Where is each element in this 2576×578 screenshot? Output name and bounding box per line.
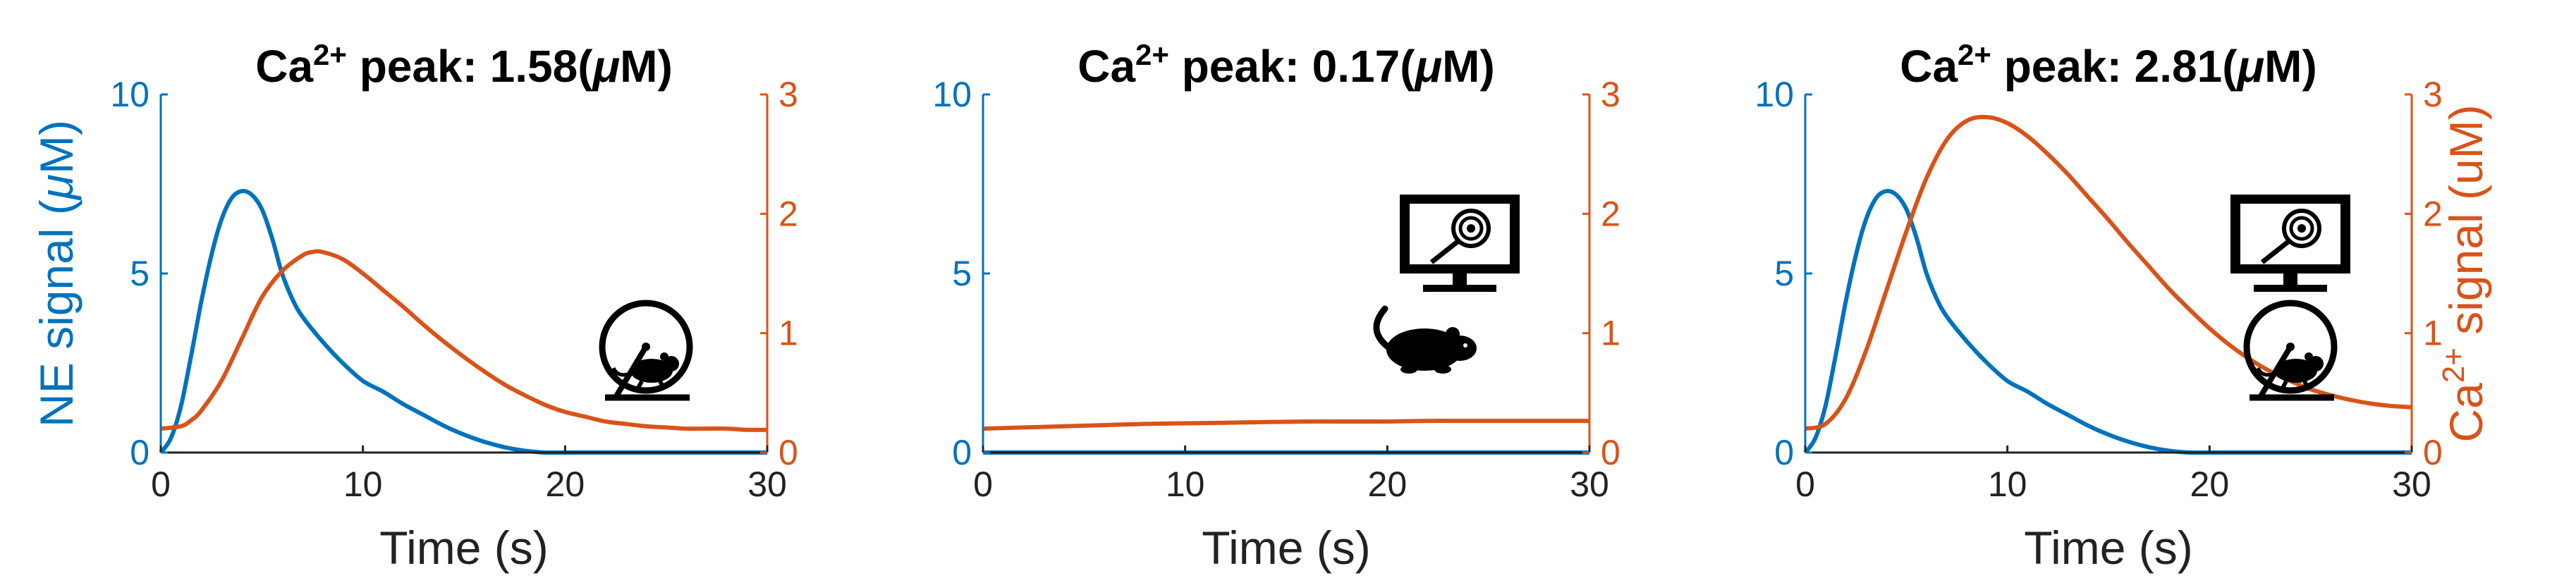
right-tick-label: 1: [1601, 314, 1620, 353]
running-wheel-mouse-icon: [602, 303, 690, 398]
ca-signal-line: [982, 419, 1589, 431]
right-tick-label: 0: [779, 433, 798, 472]
left-tick-label: 10: [932, 75, 972, 114]
left-tick-label: 10: [1754, 75, 1794, 114]
left-tick-label: 5: [130, 254, 149, 293]
right-tick-label: 2: [1601, 194, 1620, 233]
curve-layer: [982, 419, 1589, 455]
right-tick-label: 1: [2423, 314, 2443, 353]
x-tick-label: 20: [546, 465, 585, 504]
right-tick-label: 1: [779, 314, 798, 353]
x-tick-label: 30: [1570, 465, 1609, 504]
resting-mouse-icon: [1376, 309, 1477, 374]
left-tick-label: 5: [952, 254, 972, 293]
visual-stimulus-monitor-icon: [1400, 195, 1520, 292]
right-axis-label: Ca2+ signal (uM): [2436, 104, 2492, 442]
x-tick-label: 20: [2190, 465, 2230, 504]
left-tick-label: 0: [130, 433, 149, 472]
panel-title: Ca2+ peak: 0.17(μM): [1078, 38, 1495, 92]
x-tick-label: 0: [151, 465, 171, 504]
right-tick-label: 2: [779, 194, 798, 233]
running-wheel-mouse-icon: [2247, 303, 2334, 398]
right-tick-label: 3: [1601, 75, 1620, 114]
x-tick-label: 0: [1795, 465, 1815, 504]
x-tick-label: 30: [2392, 465, 2431, 504]
x-tick-label: 10: [343, 465, 383, 504]
right-tick-label: 0: [1601, 433, 1620, 472]
right-tick-label: 2: [2423, 194, 2443, 233]
left-axis-label: NE signal (μM): [30, 120, 83, 427]
curve-layer: [159, 188, 768, 455]
left-tick-label: 0: [1774, 433, 1794, 472]
x-tick-label: 20: [1368, 465, 1408, 504]
x-axis-label: Time (s): [2024, 522, 2193, 574]
ca-signal-line: [160, 249, 768, 432]
panel-title: Ca2+ peak: 2.81(μM): [1900, 38, 2317, 92]
right-tick-label: 0: [2423, 433, 2443, 472]
panel-title: Ca2+ peak: 1.58(μM): [255, 38, 673, 92]
left-tick-label: 5: [1774, 254, 1794, 293]
left-tick-label: 0: [952, 433, 972, 472]
x-tick-label: 10: [1166, 465, 1205, 504]
x-axis-label: Time (s): [1202, 522, 1371, 574]
right-tick-label: 3: [779, 75, 798, 114]
right-tick-label: 3: [2423, 75, 2443, 114]
left-tick-label: 10: [110, 75, 149, 114]
x-axis-label: Time (s): [379, 522, 549, 574]
visual-stimulus-monitor-icon: [2230, 195, 2350, 292]
x-tick-label: 10: [1988, 465, 2027, 504]
x-tick-label: 0: [973, 465, 993, 504]
x-tick-label: 30: [747, 465, 787, 504]
